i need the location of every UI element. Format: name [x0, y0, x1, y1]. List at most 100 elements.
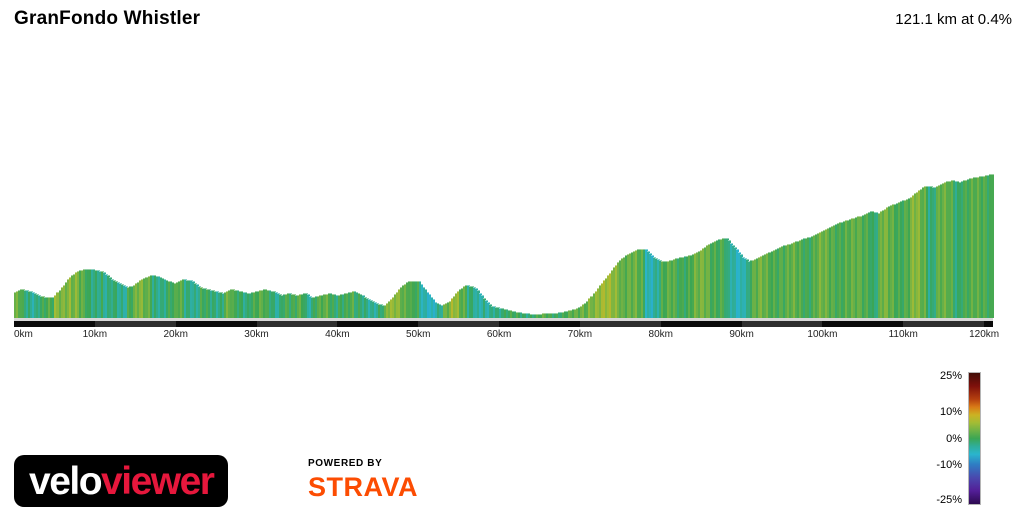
elevation-bar	[220, 292, 223, 318]
elevation-bar	[576, 308, 579, 318]
elevation-bar	[214, 291, 217, 318]
ruler-segment	[256, 321, 338, 327]
elevation-bar	[487, 302, 490, 318]
elevation-bar	[473, 287, 476, 318]
elevation-bar	[248, 293, 252, 318]
x-tick-label: 50km	[405, 329, 431, 340]
elevation-bar	[982, 176, 986, 318]
elevation-bar	[479, 293, 482, 318]
elevation-bar	[942, 183, 946, 318]
elevation-bar	[968, 178, 972, 318]
elevation-bar	[756, 258, 759, 318]
elevation-bar	[885, 207, 889, 318]
elevation-bar	[185, 280, 189, 318]
legend-label: 10%	[939, 406, 962, 418]
elevation-bar	[234, 290, 238, 318]
elevation-bar	[157, 276, 161, 318]
elevation-bar	[434, 302, 438, 318]
elevation-bar	[792, 242, 796, 318]
elevation-bar	[887, 206, 891, 318]
x-tick-label: 30km	[244, 329, 269, 340]
elevation-bar	[198, 286, 201, 318]
elevation-bar	[630, 252, 634, 318]
elevation-bar	[734, 247, 737, 318]
elevation-bar	[341, 294, 345, 318]
elevation-bar	[74, 272, 78, 318]
elevation-bar	[612, 267, 616, 318]
elevation-bar	[869, 211, 873, 318]
elevation-bar	[378, 304, 381, 318]
elevation-bar	[719, 239, 723, 318]
elevation-bar	[825, 229, 828, 318]
elevation-bar	[442, 304, 446, 318]
logo-velo-text: velo	[29, 459, 103, 503]
elevation-bar	[173, 283, 177, 318]
elevation-bar	[276, 293, 280, 318]
elevation-bar	[590, 296, 594, 318]
elevation-bar	[875, 212, 879, 318]
elevation-bar	[509, 310, 513, 318]
elevation-bar	[254, 291, 258, 318]
elevation-bar	[812, 235, 816, 318]
elevation-bar	[831, 226, 834, 318]
elevation-bar	[990, 174, 994, 318]
x-tick-label: 20km	[163, 329, 188, 340]
elevation-bar	[685, 256, 689, 318]
elevation-bar	[643, 249, 646, 318]
elevation-bar	[20, 289, 23, 318]
elevation-bar	[365, 298, 369, 318]
elevation-bar	[879, 211, 883, 318]
elevation-bar	[519, 312, 523, 318]
elevation-bar	[204, 288, 207, 318]
elevation-bar	[187, 280, 191, 318]
elevation-bar	[695, 252, 699, 318]
elevation-bar	[321, 295, 325, 318]
elevation-bar	[46, 297, 49, 318]
elevation-bar	[448, 301, 452, 318]
elevation-bar	[689, 255, 693, 318]
elevation-bar	[428, 294, 432, 318]
elevation-bar	[550, 313, 553, 318]
elevation-bar	[681, 257, 685, 318]
legend-label: 25%	[939, 370, 962, 382]
elevation-bar	[570, 310, 573, 318]
elevation-bar	[715, 240, 719, 318]
elevation-bar	[438, 304, 442, 318]
elevation-bar	[535, 314, 539, 318]
elevation-bar	[189, 280, 193, 318]
ruler-segment	[660, 321, 742, 327]
elevation-bar	[521, 313, 525, 318]
elevation-bar	[30, 291, 33, 318]
elevation-bar	[881, 210, 885, 318]
elevation-bar	[655, 258, 658, 318]
elevation-bar	[210, 290, 213, 318]
elevation-bar	[677, 258, 681, 318]
elevation-bar	[382, 305, 385, 318]
elevation-bar	[659, 260, 662, 318]
elevation-bar	[762, 255, 766, 318]
elevation-bar	[541, 313, 545, 318]
elevation-bar	[863, 214, 867, 318]
elevation-bar	[918, 190, 921, 318]
elevation-bar	[76, 271, 80, 318]
elevation-bar	[408, 281, 412, 318]
elevation-bar	[56, 292, 60, 318]
ruler-segment	[984, 321, 993, 327]
elevation-bar	[790, 243, 794, 318]
ground-strip	[14, 318, 993, 321]
elevation-bar	[806, 237, 810, 318]
elevation-bar	[586, 301, 590, 318]
elevation-bar	[183, 279, 187, 318]
elevation-bar	[956, 181, 960, 318]
elevation-bar	[622, 257, 626, 318]
elevation-bar	[315, 296, 318, 318]
elevation-bar	[281, 295, 284, 318]
elevation-bar	[335, 295, 339, 318]
elevation-bar	[572, 309, 575, 318]
elevation-bar	[32, 292, 35, 318]
elevation-bar	[780, 246, 784, 318]
elevation-bar	[754, 259, 757, 318]
elevation-bar	[657, 259, 660, 318]
elevation-bar	[50, 297, 54, 318]
ruler-segment	[94, 321, 176, 327]
